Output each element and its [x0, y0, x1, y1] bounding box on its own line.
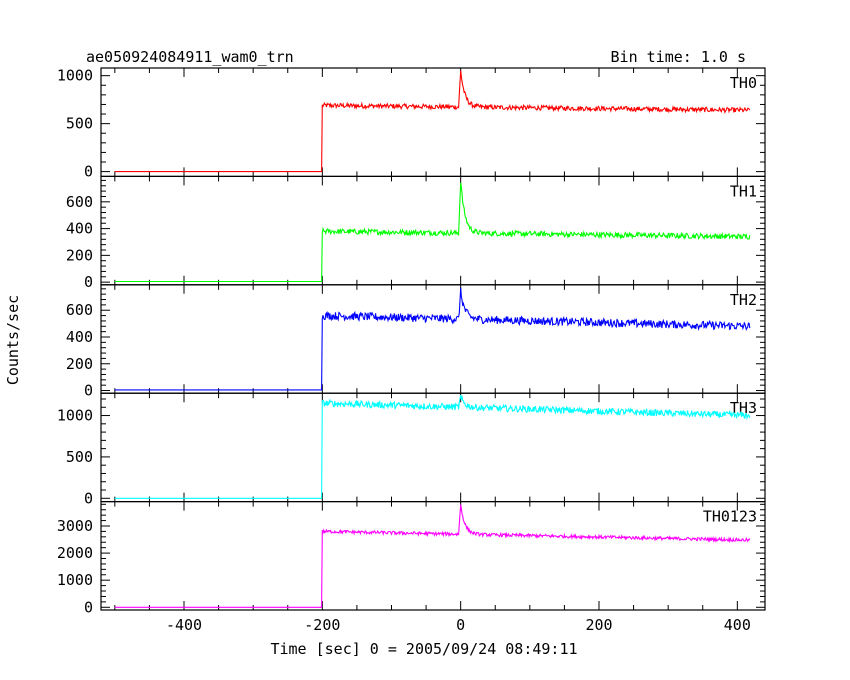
panel-label: TH0 [730, 74, 757, 92]
y-tick-label: 200 [66, 246, 93, 264]
panel-th2: 0 200 400 600 TH2 [66, 284, 766, 400]
panel-frame [100, 175, 766, 286]
y-tick-label: 600 [66, 301, 93, 319]
panel-th0123: 0 1000 2000 3000 TH0123 [57, 501, 766, 616]
x-tick-label: 200 [585, 616, 612, 634]
panel-label: TH2 [730, 291, 757, 309]
chart-title: ae050924084911_wam0_trn [86, 48, 294, 66]
series-th3 [114, 394, 751, 499]
x-axis-label: Time [sec] 0 = 2005/09/24 08:49:11 [270, 640, 577, 658]
series-th2 [114, 287, 751, 391]
y-tick-label: 0 [84, 273, 93, 291]
panel-stack: 0 500 1000 TH0 0 200 400 600 TH1 0 200 400 600 TH2 0 50… [57, 67, 766, 616]
panel-frame [100, 501, 766, 611]
y-tick-label: 0 [84, 382, 93, 400]
y-tick-label: 500 [66, 448, 93, 466]
x-tick-label: -400 [166, 616, 202, 634]
panel-th1: 0 200 400 600 TH1 [66, 175, 766, 291]
y-tick-label: 1000 [57, 67, 93, 85]
panel-label: TH1 [730, 182, 757, 200]
series-th1 [114, 182, 751, 283]
panel-th3: 0 500 1000 TH3 [57, 392, 766, 507]
panel-th0: 0 500 1000 TH0 [57, 67, 766, 181]
x-axis: -400 -200 0 200 400 [166, 616, 751, 634]
x-tick-label: -200 [304, 616, 340, 634]
y-tick-label: 0 [84, 163, 93, 181]
y-tick-label: 0 [84, 598, 93, 616]
bin-time-label: Bin time: 1.0 s [611, 48, 746, 66]
panel-frame [100, 67, 766, 178]
y-tick-label: 400 [66, 328, 93, 346]
y-tick-label: 1000 [57, 571, 93, 589]
y-tick-label: 500 [66, 115, 93, 133]
y-tick-label: 600 [66, 193, 93, 211]
x-tick-label: 400 [724, 616, 751, 634]
y-tick-label: 3000 [57, 517, 93, 535]
series-th0 [114, 70, 751, 173]
panel-frame [100, 284, 766, 394]
y-tick-label: 1000 [57, 407, 93, 425]
panel-frame [100, 392, 766, 503]
panel-label: TH3 [730, 399, 757, 417]
y-axis-label: Counts/sec [4, 295, 22, 385]
panel-label: TH0123 [703, 508, 757, 526]
y-tick-label: 2000 [57, 544, 93, 562]
x-tick-label: 0 [456, 616, 465, 634]
y-tick-label: 200 [66, 355, 93, 373]
y-tick-label: 400 [66, 220, 93, 238]
y-tick-label: 0 [84, 489, 93, 507]
series-th0123 [114, 504, 751, 608]
